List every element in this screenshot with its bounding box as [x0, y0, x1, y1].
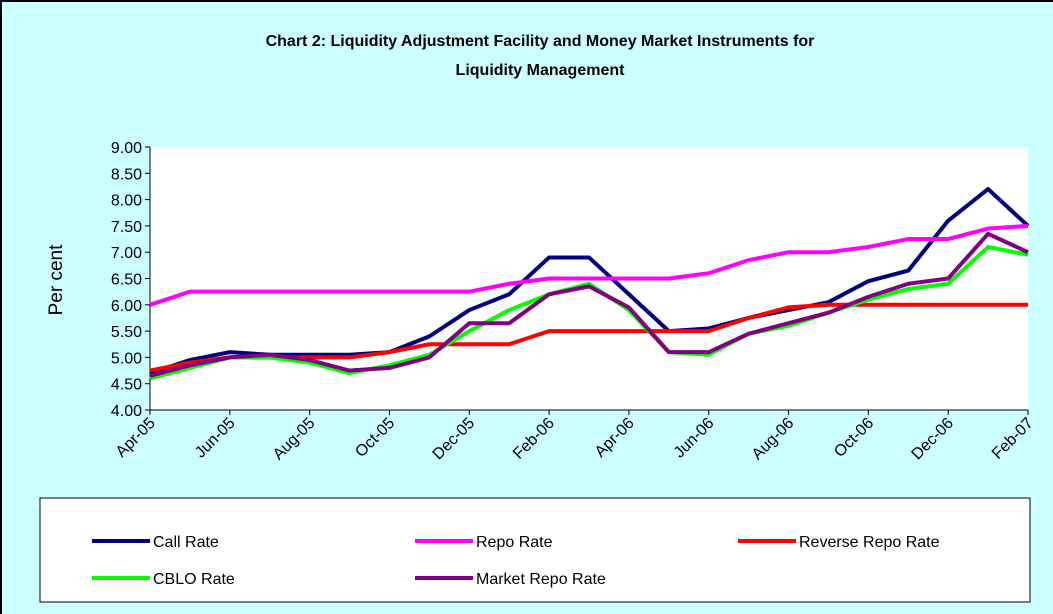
y-tick-label: 8.50: [111, 166, 142, 183]
legend-label: Market Repo Rate: [476, 571, 606, 588]
chart-title: Chart 2: Liquidity Adjustment Facility a…: [266, 33, 815, 50]
y-tick-label: 5.50: [111, 324, 142, 341]
series-line: [149, 244, 1029, 381]
legend-label: CBLO Rate: [153, 571, 235, 588]
legend-label: Call Rate: [153, 534, 219, 551]
chart-title: Liquidity Management: [456, 62, 626, 79]
series-line: [149, 223, 1029, 307]
y-tick-label: 4.00: [111, 403, 142, 420]
legend-box: [39, 497, 1031, 603]
y-tick-label: 7.00: [111, 245, 142, 262]
legend-label: Reverse Repo Rate: [799, 534, 940, 551]
y-tick-label: 5.00: [111, 350, 142, 367]
y-tick-label: 7.50: [111, 219, 142, 236]
y-tick-label: 4.50: [111, 377, 142, 394]
y-tick-label: 9.00: [111, 140, 142, 157]
y-tick-label: 6.50: [111, 272, 142, 289]
series-line: [149, 231, 1029, 378]
legend-label: Repo Rate: [476, 534, 553, 551]
y-tick-label: 8.00: [111, 193, 142, 210]
series-line: [149, 187, 1030, 376]
y-tick-label: 6.00: [111, 298, 142, 315]
y-axis-label: Per cent: [46, 244, 67, 315]
